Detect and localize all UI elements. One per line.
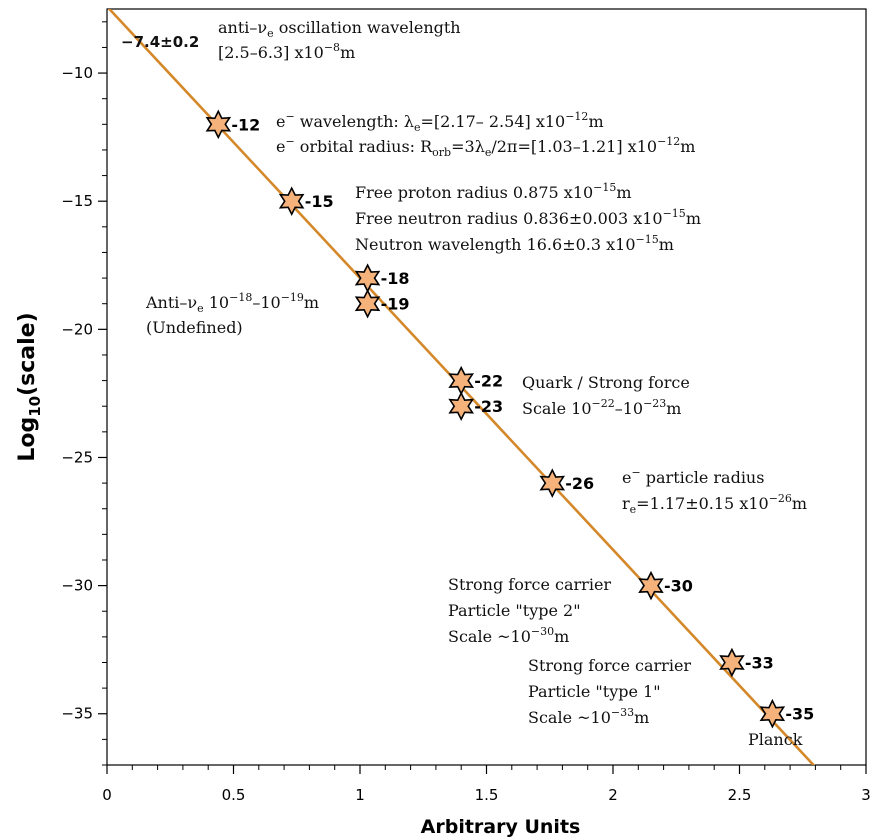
point-labels: -12 -15 -18 -19 -22 -23 -26 -30 -33 -35 [231, 115, 814, 723]
data-point-marker [719, 647, 745, 678]
data-point-marker [278, 186, 305, 216]
annotation-quark-scale: Scale 10−22–10−23m [522, 397, 681, 418]
y-tick-label: −30 [61, 577, 93, 595]
annotation-carrier1-scale: Scale ~10−33m [528, 706, 649, 727]
y-tick-label: −25 [61, 448, 93, 466]
markers [205, 109, 786, 729]
annotation-carrier1-type: Particle "type 1" [528, 682, 661, 701]
data-point-marker [354, 263, 381, 293]
y-tick-label: −35 [61, 705, 93, 723]
x-tick-label: 3 [861, 786, 871, 804]
annotation-carrier2-title: Strong force carrier [448, 575, 611, 594]
y-tick-label: −15 [61, 192, 93, 210]
annotation-e-radius-value: re=1.17±0.15 x10−26m [622, 492, 807, 516]
y-tick-label: −20 [61, 320, 93, 338]
data-point-label: -30 [664, 577, 693, 596]
data-point-label: -15 [305, 192, 334, 211]
annotation-proton-radius: Free proton radius 0.875 x10−15m [355, 181, 632, 202]
annotation-planck: Planck [748, 730, 803, 749]
annotation-antinu-wavelength: anti–νe oscillation wavelength [218, 18, 461, 40]
annotation-carrier2-scale: Scale ~10−30m [448, 625, 569, 646]
fit-line-layer [107, 9, 816, 765]
intercept-label: −7.4±0.2 [121, 33, 199, 51]
y-tick-label: −10 [61, 64, 93, 82]
data-point-label: -18 [381, 269, 410, 288]
x-tick-label: 2 [608, 786, 618, 804]
data-point-marker [539, 468, 566, 498]
x-tick-label: 0 [102, 786, 112, 804]
annotation-neutron-radius: Free neutron radius 0.836±0.003 x10−15m [355, 207, 701, 228]
annotation-neutron-wavelength: Neutron wavelength 16.6±0.3 x10−15m [355, 233, 674, 254]
annotation-e-wavelength: e− wavelength: λe=[2.17– 2.54] x10−12m [276, 110, 604, 134]
annotation-undefined: (Undefined) [146, 318, 243, 337]
data-point-marker [354, 288, 381, 319]
y-axis-label: Log10(scale) [15, 312, 44, 461]
axes: 0 0.5 1 1.5 2 2.5 3 −10 −15 −20 −25 −30 −35 Arbitrary… [15, 8, 871, 838]
annotation-carrier2-type: Particle "type 2" [448, 601, 581, 620]
annotations: −7.4±0.2 anti–νe oscillation wavelength[2… [121, 18, 807, 749]
annotation-antinu-scale: Anti–νe 10−18–10−19m [145, 291, 319, 315]
data-point-label: -26 [565, 474, 594, 493]
data-point-marker [638, 570, 664, 601]
x-tick-label: 1 [355, 786, 365, 804]
annotation-e-radius-title: e− particle radius [622, 466, 764, 487]
data-point-label: -35 [785, 705, 814, 724]
data-point-marker [759, 698, 786, 729]
data-point-label: -33 [745, 653, 774, 672]
data-point-label: -22 [474, 372, 503, 391]
fit-line [107, 9, 816, 765]
data-point-label: -23 [474, 397, 503, 416]
data-point-marker [205, 109, 232, 140]
annotation-antinu-range: [2.5–6.3] x10−8m [218, 41, 355, 62]
x-tick-label: 1.5 [475, 786, 499, 804]
data-point-label: -12 [231, 115, 260, 134]
annotation-e-orbital: e− orbital radius: Rorb=3λe/2π=[1.03–1.2… [276, 135, 695, 159]
x-axis-label: Arbitrary Units [421, 816, 581, 838]
annotation-carrier1-title: Strong force carrier [528, 656, 691, 675]
data-point-label: -19 [381, 295, 410, 314]
x-tick-label: 2.5 [728, 786, 752, 804]
data-point-marker [448, 365, 475, 396]
data-point-marker [448, 391, 475, 421]
x-tick-label: 0.5 [222, 786, 246, 804]
annotation-quark-title: Quark / Strong force [522, 373, 690, 392]
